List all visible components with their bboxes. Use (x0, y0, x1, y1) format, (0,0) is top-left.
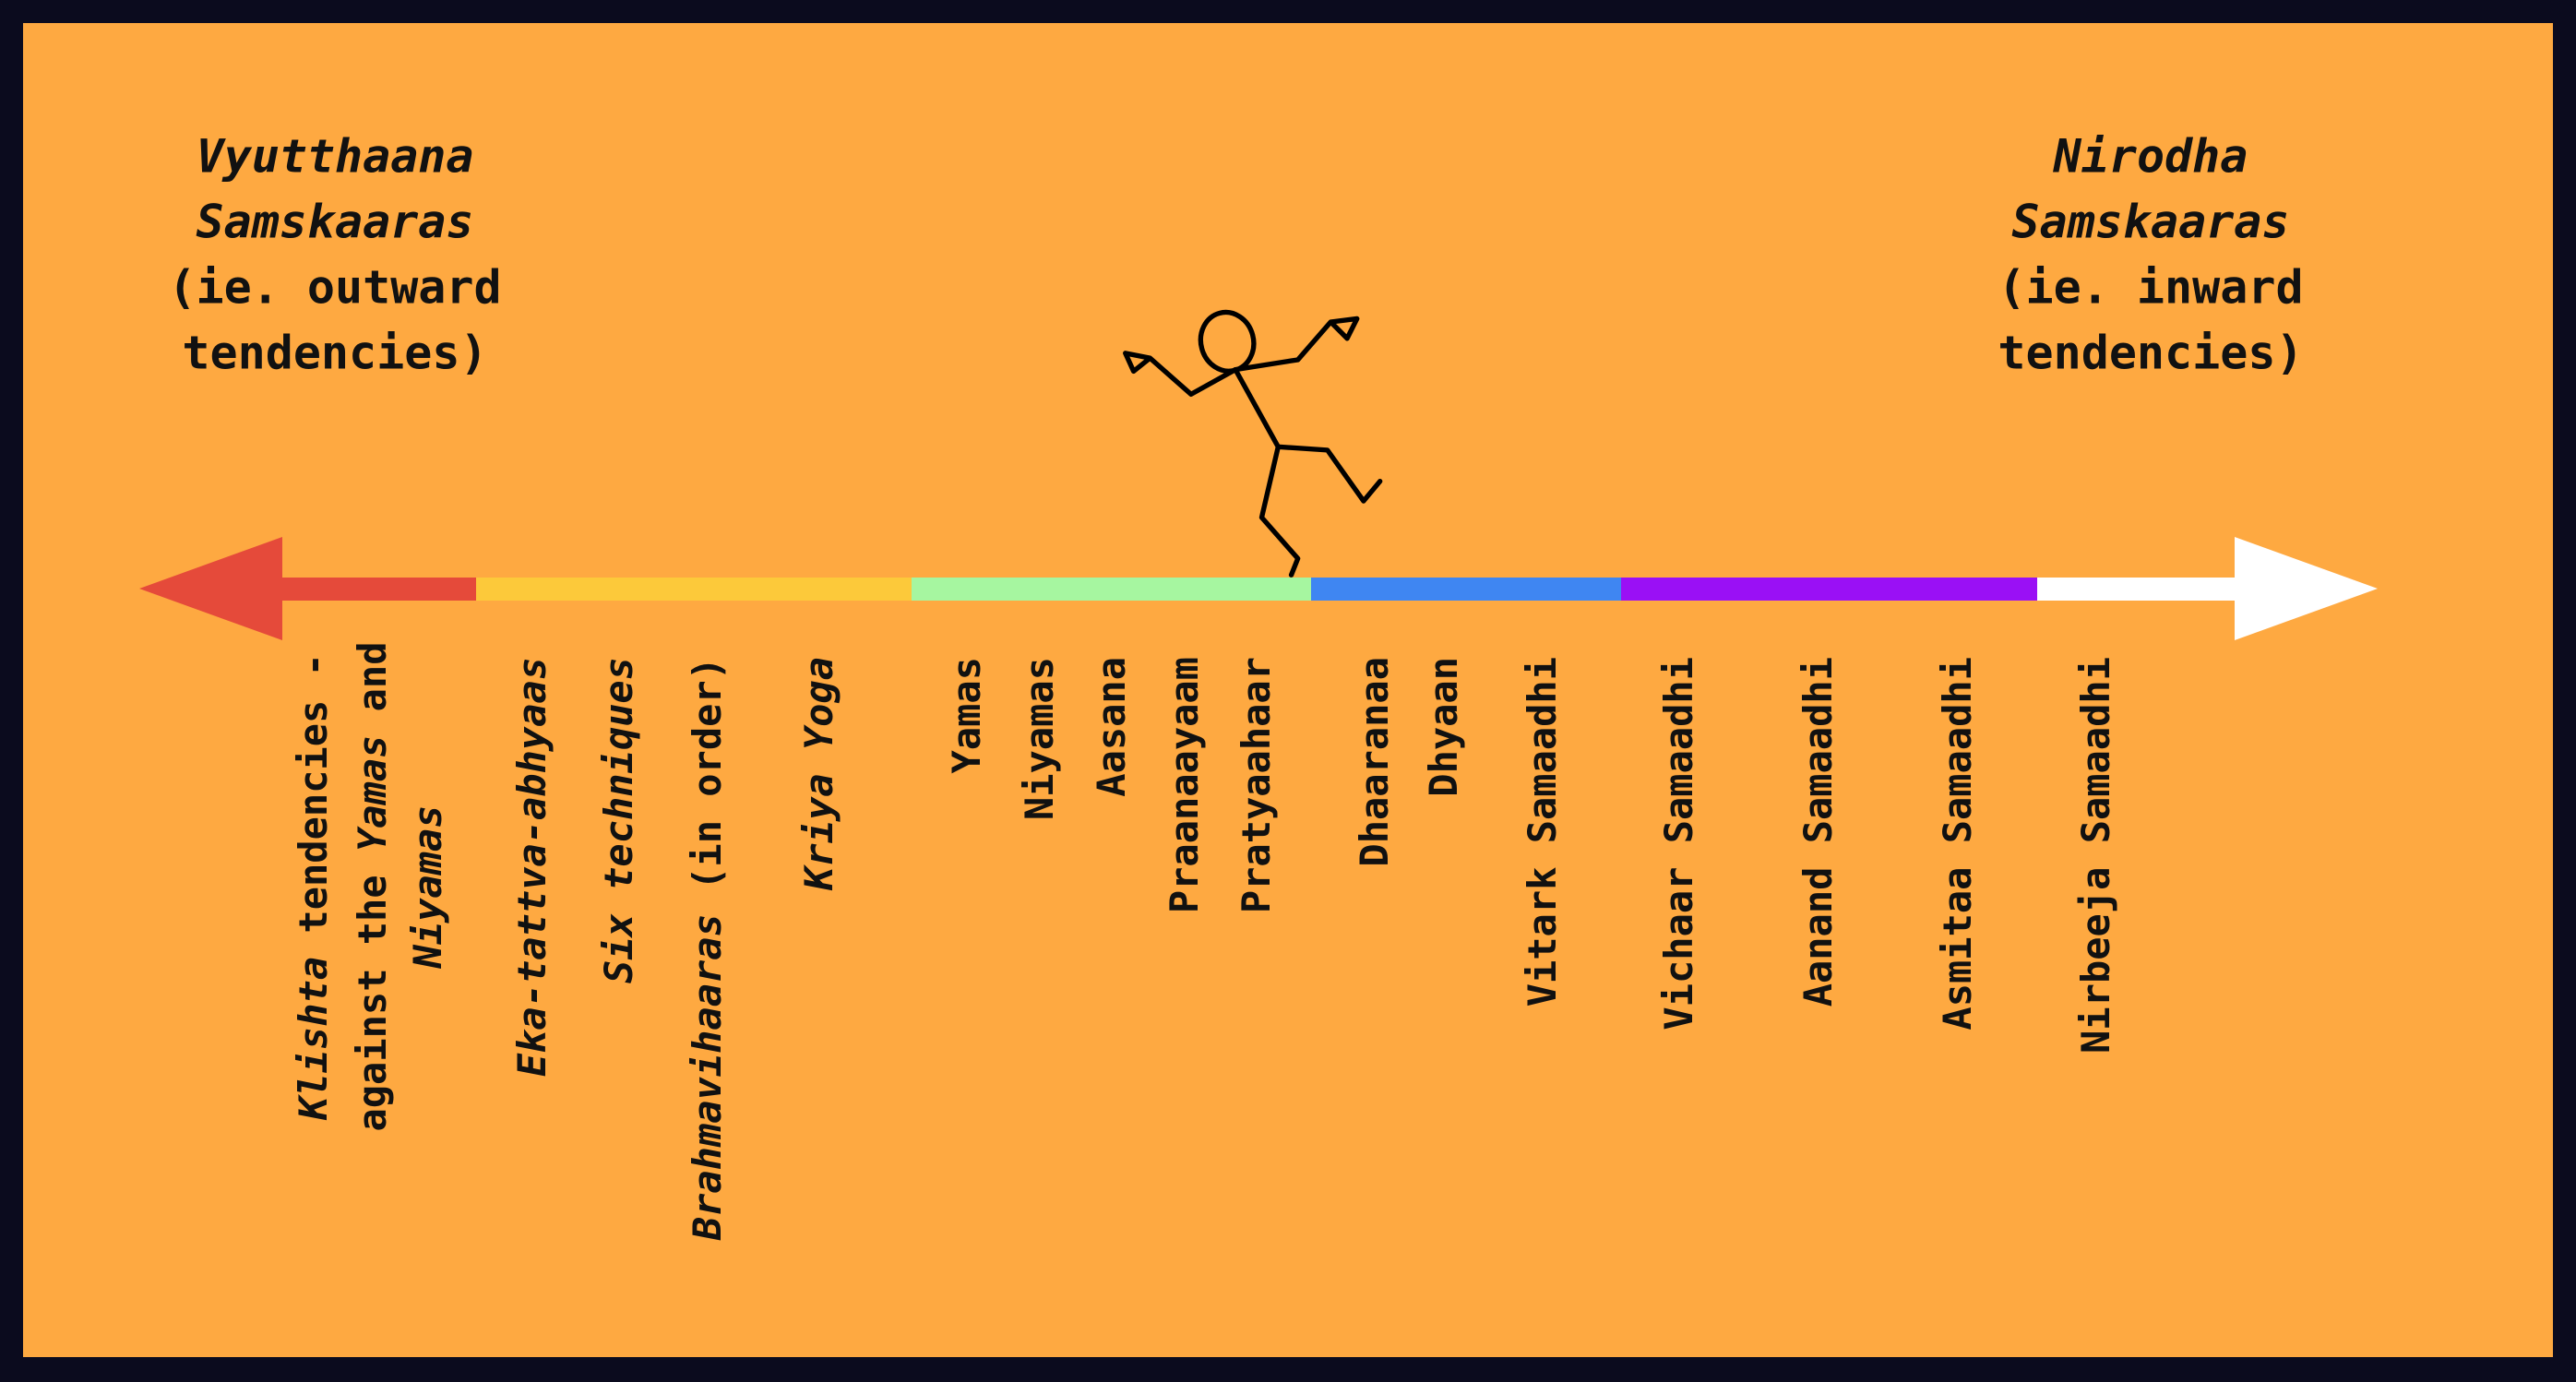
stage-label: Praanaayaam (1162, 657, 1207, 913)
stage-label: against the Yamas and (350, 641, 395, 1131)
label-span: Eka-tattva-abhyaas (509, 657, 555, 1077)
segment-white (2037, 578, 2236, 601)
segment-yellow (476, 578, 912, 601)
heading-line: Nirodha (2053, 130, 2248, 184)
heading-line: tendencies) (1998, 327, 2303, 380)
label-span: Niyamas (405, 804, 450, 969)
stage-label: Pratyaahaar (1234, 657, 1279, 913)
left-arrowhead (139, 537, 282, 640)
right-heading: Nirodha Samskaaras (ie. inward tendencies) (1998, 130, 2303, 380)
stage-label: Kriya Yoga (796, 657, 841, 891)
heading-line: Samskaaras (2011, 196, 2289, 249)
stage-label: Vichaar Samaadhi (1656, 657, 1701, 1031)
stick-figure (1123, 309, 1383, 578)
stage-label: Eka-tattva-abhyaas (509, 657, 555, 1077)
label-span: Aanand Samaadhi (1795, 657, 1841, 1007)
heading-line: (ie. outward (168, 261, 501, 315)
segment-green (912, 578, 1312, 601)
stage-label: Six techniques (596, 657, 641, 983)
stage-label: Dhyaan (1421, 657, 1466, 797)
label-span: Kriya Yoga (796, 657, 841, 891)
stage-label: Brahmavihaaras (in order) (685, 657, 730, 1241)
label-span: Pratyaahaar (1234, 657, 1279, 913)
stage-label: Niyamas (1017, 657, 1062, 820)
stage-label: Vitark Samaadhi (1520, 657, 1565, 1007)
label-span: Dhyaan (1421, 657, 1466, 797)
stage-label: Asmitaa Samaadhi (1935, 657, 1980, 1031)
stage-label: Klishta tendencies - (291, 653, 336, 1121)
label-span: tendencies - (291, 653, 336, 957)
label-span: Dhaaranaa (1352, 657, 1397, 867)
label-span: Niyamas (1017, 657, 1062, 820)
label-span: Asmitaa Samaadhi (1935, 657, 1980, 1031)
segment-red (281, 578, 477, 601)
label-span: Vitark Samaadhi (1520, 657, 1565, 1007)
label-span: Klishta (291, 957, 336, 1121)
stage-label: Niyamas (405, 804, 450, 969)
label-span: (in order) (685, 657, 730, 913)
stage-label: Yamas (944, 657, 989, 773)
heading-line: (ie. inward (1998, 261, 2303, 315)
heading-line: Vyutthaana (196, 130, 473, 184)
label-span: Nirbeeja Samaadhi (2073, 657, 2118, 1054)
label-span: Yamas (944, 657, 989, 773)
heading-line: Samskaaras (196, 196, 473, 249)
stage-label: Aanand Samaadhi (1795, 657, 1841, 1007)
segment-blue (1311, 578, 1622, 601)
label-span: Aasana (1089, 657, 1134, 797)
label-span: Brahmavihaaras (685, 913, 730, 1241)
heading-line: tendencies) (182, 327, 487, 380)
labels: Klishta tendencies - against the Yamas an… (291, 641, 2118, 1241)
label-span: Six techniques (596, 657, 641, 983)
arrow (139, 537, 2378, 640)
label-span: Yamas (350, 735, 395, 852)
stage-label: Aasana (1089, 657, 1134, 797)
stage-label: Nirbeeja Samaadhi (2073, 657, 2118, 1054)
panel (23, 23, 2553, 1357)
label-span: Praanaayaam (1162, 657, 1207, 913)
segment-purple (1621, 578, 2038, 601)
label-span: Vichaar Samaadhi (1656, 657, 1701, 1031)
label-span: against the (350, 852, 395, 1131)
left-heading: Vyutthaana Samskaaras (ie. outward tendenci… (168, 130, 501, 380)
label-span: and (350, 641, 395, 734)
right-arrowhead (2235, 537, 2378, 640)
stage-label: Dhaaranaa (1352, 657, 1397, 867)
